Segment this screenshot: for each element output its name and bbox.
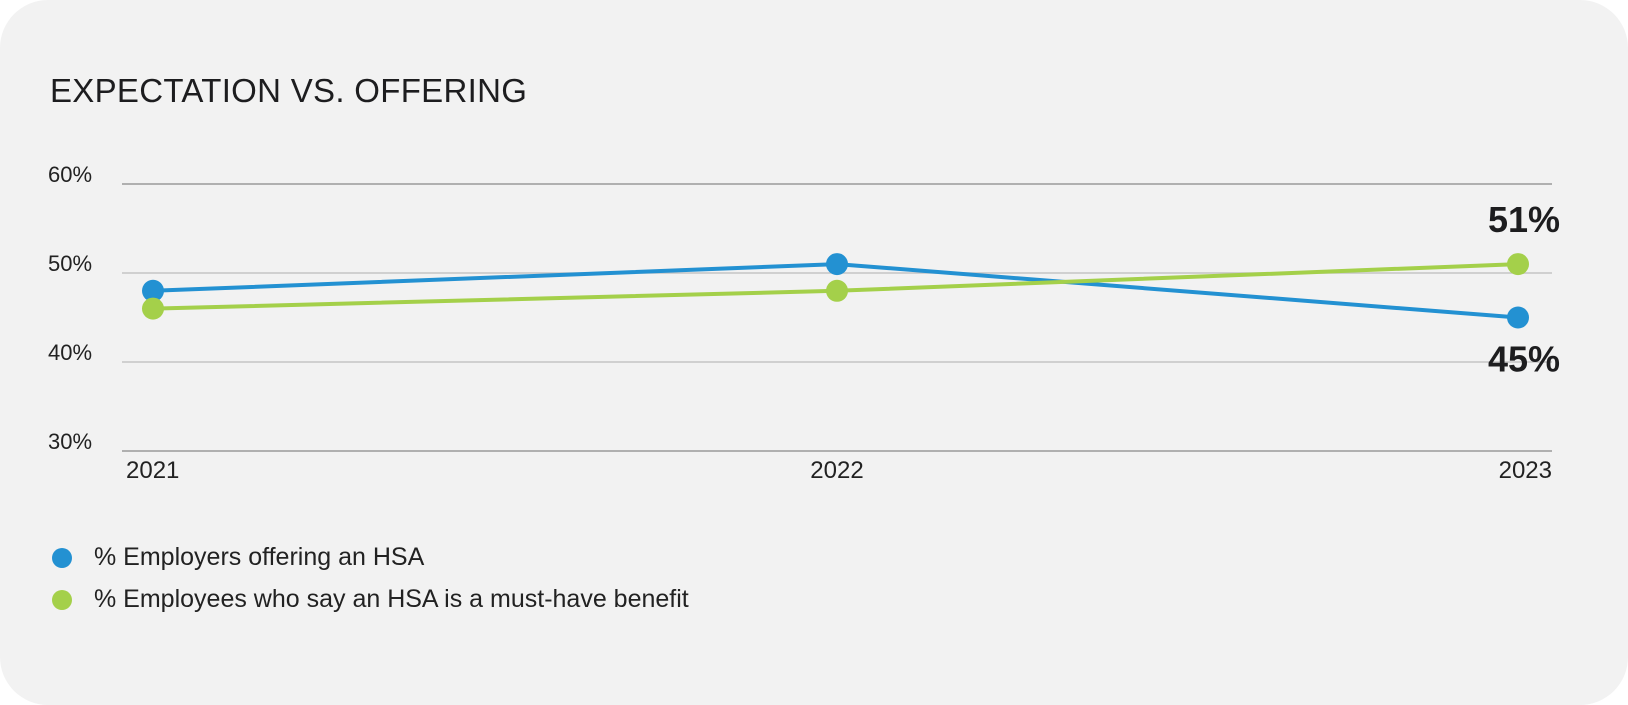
y-tick-label: 60%	[48, 162, 92, 187]
legend-label: % Employers offering an HSA	[94, 543, 425, 571]
data-point	[1507, 253, 1529, 276]
end-data-label: 51%	[1488, 199, 1560, 240]
x-tick-label: 2022	[810, 457, 863, 484]
x-tick-label: 2023	[1499, 457, 1552, 484]
chart-title: EXPECTATION VS. OFFERING	[50, 72, 528, 109]
y-tick-label: 50%	[48, 251, 92, 276]
y-tick-label: 40%	[48, 340, 92, 365]
legend-item-employers: % Employers offering an HSA	[52, 543, 424, 572]
x-tick-label: 2021	[126, 457, 179, 484]
data-point	[826, 279, 848, 302]
legend-marker-blue	[52, 547, 72, 568]
data-point	[1507, 306, 1529, 329]
data-point	[142, 297, 164, 320]
data-point	[142, 279, 164, 302]
legend-marker-green	[52, 589, 72, 610]
end-data-label: 45%	[1488, 339, 1560, 380]
legend-item-employees: % Employees who say an HSA is a must-hav…	[52, 585, 689, 614]
y-tick-label: 30%	[48, 429, 92, 454]
legend-label: % Employees who say an HSA is a must-hav…	[94, 585, 689, 613]
data-point	[826, 253, 848, 276]
